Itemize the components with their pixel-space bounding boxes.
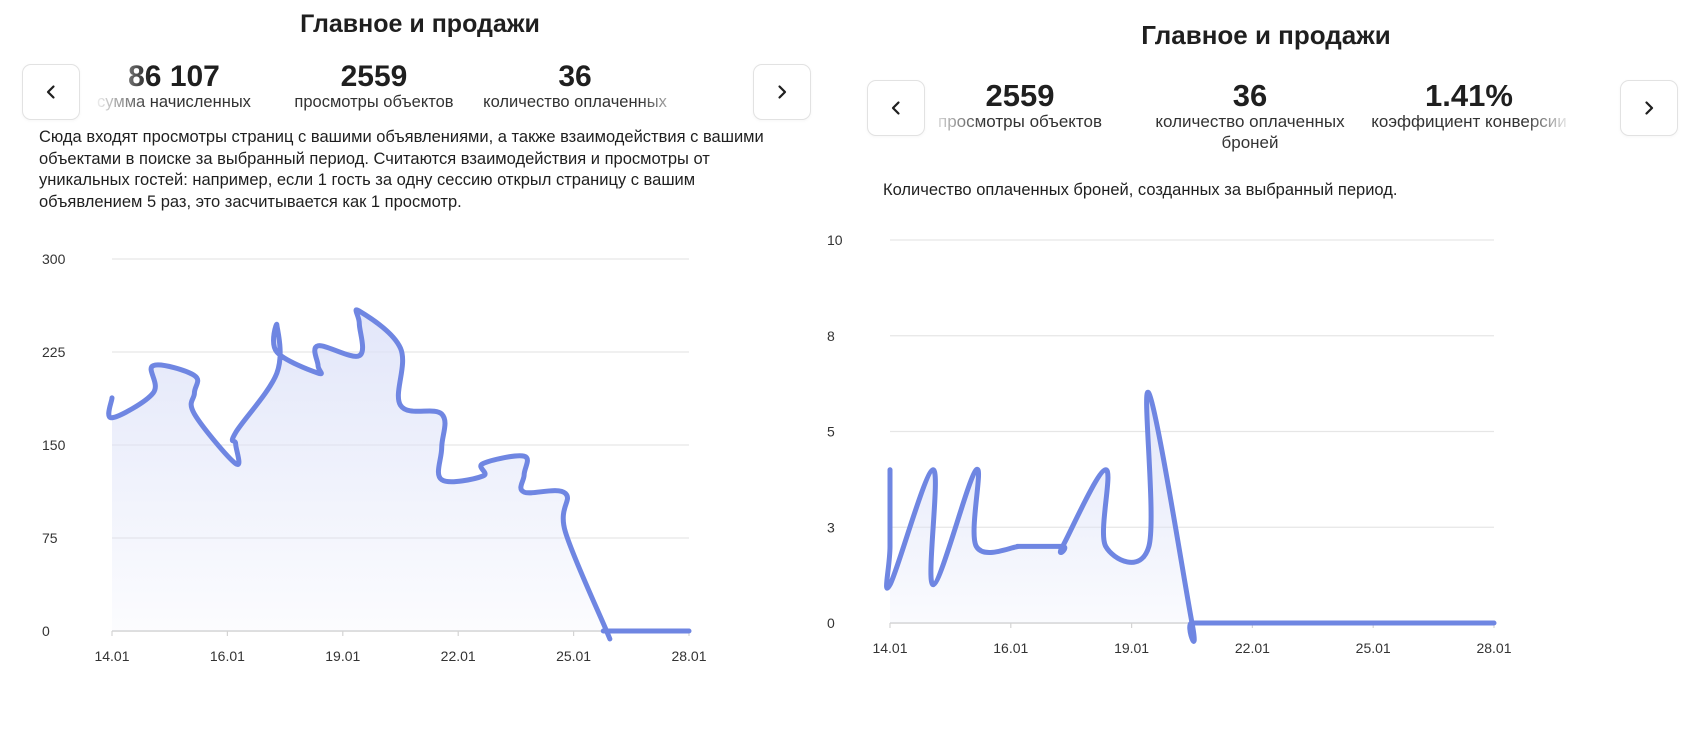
series-area <box>886 392 1494 642</box>
x-tick-label: 14.01 <box>94 648 129 664</box>
chevron-left-icon <box>46 85 55 99</box>
next-button[interactable] <box>753 64 811 120</box>
metrics-carousel: 86 107 сумма начисленных 2559 просмотры … <box>95 62 685 120</box>
x-tick-label: 25.01 <box>1356 640 1391 656</box>
y-tick-label: 75 <box>42 530 58 546</box>
metric-label: количество оплаченных броней <box>1155 112 1345 153</box>
metric-value: 1.41% <box>1425 80 1513 113</box>
metric-description: Сюда входят просмотры страниц с вашими о… <box>39 128 764 211</box>
metric-item: 36 количество оплаченных броней <box>1145 80 1355 154</box>
x-tick-label: 22.01 <box>1235 640 1270 656</box>
y-tick-label: 0 <box>827 615 835 631</box>
left-panel: Главное и продажи 86 107 сумма начисленн… <box>0 0 840 741</box>
metrics-carousel: 2559 просмотры объектов 36 количество оп… <box>930 80 1570 162</box>
chevron-right-icon <box>778 85 787 99</box>
panel-title: Главное и продажи <box>1141 20 1391 50</box>
prev-button[interactable] <box>867 80 925 136</box>
metric-label: коэффициент конверсии <box>1371 112 1567 131</box>
series-line <box>106 307 692 642</box>
metric-value: 36 <box>558 62 592 93</box>
metric-item: 2559 просмотры объектов <box>290 62 458 113</box>
y-tick-label: 10 <box>827 232 843 248</box>
y-tick-label: 150 <box>42 437 66 453</box>
chevron-right-icon <box>1645 101 1654 115</box>
y-tick-label: 5 <box>827 424 835 440</box>
chevron-left-icon <box>891 101 900 115</box>
x-tick-label: 16.01 <box>993 640 1028 656</box>
right-panel: Главное и продажи 2559 просмотры объекто… <box>827 0 1687 741</box>
x-tick-label: 25.01 <box>556 648 591 664</box>
metric-value: 2559 <box>340 62 408 93</box>
x-tick-label: 16.01 <box>210 648 245 664</box>
x-tick-label: 14.01 <box>872 640 907 656</box>
metric-value: 86 107 <box>128 62 220 93</box>
series-line <box>884 389 1497 644</box>
y-tick-label: 3 <box>827 519 835 535</box>
metric-item: 1.41% коэффициент конверсии <box>1364 80 1570 132</box>
metric-label: сумма начисленных <box>97 93 251 111</box>
metric-item: 36 количество оплаченных <box>480 62 670 113</box>
metric-label: просмотры объектов <box>294 93 454 111</box>
y-tick-label: 0 <box>42 623 50 639</box>
next-button[interactable] <box>1620 80 1678 136</box>
x-tick-label: 19.01 <box>1114 640 1149 656</box>
metric-description: Количество оплаченных броней, созданных … <box>883 181 1398 199</box>
series-area <box>108 309 690 639</box>
metric-item: 2559 просмотры объектов <box>930 80 1115 132</box>
metric-value: 36 <box>1232 80 1268 113</box>
panel-title: Главное и продажи <box>300 10 540 38</box>
metric-label: количество оплаченных <box>483 93 667 111</box>
y-tick-label: 8 <box>827 328 835 344</box>
metric-label: просмотры объектов <box>938 112 1102 131</box>
x-tick-label: 28.01 <box>1476 640 1511 656</box>
x-tick-label: 28.01 <box>671 648 706 664</box>
x-tick-label: 19.01 <box>325 648 360 664</box>
metric-item: 86 107 сумма начисленных <box>95 62 258 113</box>
x-tick-label: 22.01 <box>441 648 476 664</box>
bookings-chart: 0 3 5 8 10 14.01 16.01 19.01 22.01 25.01 28.01 <box>827 232 1512 656</box>
views-chart: 0 75 150 225 300 14.01 16.01 19.01 22.01 25.01 28.… <box>42 251 707 664</box>
metric-value: 2559 <box>985 80 1055 113</box>
y-tick-label: 225 <box>42 344 66 360</box>
prev-button[interactable] <box>22 64 80 120</box>
y-tick-label: 300 <box>42 251 66 267</box>
